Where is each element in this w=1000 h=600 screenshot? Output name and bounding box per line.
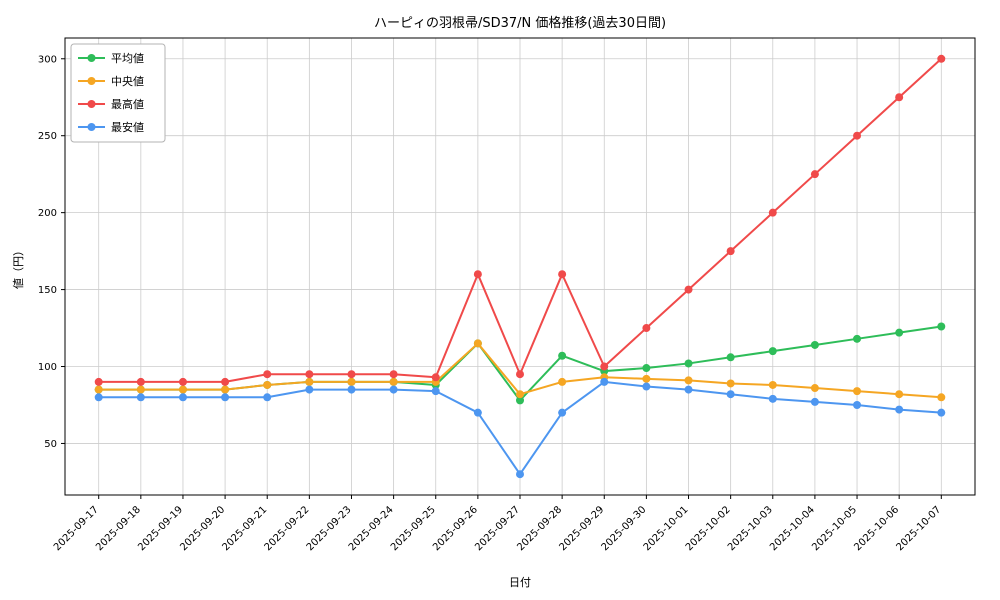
x-tick-label: 2025-10-07 — [895, 504, 944, 553]
y-tick-label: 300 — [38, 54, 57, 65]
legend-marker-max — [87, 100, 96, 108]
series-point-average — [684, 359, 693, 368]
series-point-min — [305, 385, 314, 394]
series-point-max — [895, 93, 904, 102]
series-point-min — [684, 385, 693, 394]
series-point-average — [558, 351, 567, 360]
series-point-median — [726, 379, 735, 388]
legend-label-min: 最安値 — [111, 120, 144, 134]
series-point-max — [347, 370, 356, 379]
series-point-median — [94, 385, 103, 394]
series-point-average — [726, 353, 735, 362]
legend-label-average: 平均値 — [111, 52, 144, 65]
series-point-max — [263, 370, 272, 379]
y-axis-label: 値（円） — [12, 245, 25, 289]
legend-marker-average — [87, 54, 96, 62]
series-point-max — [600, 362, 609, 371]
series-point-min — [768, 394, 777, 403]
series-point-max — [305, 370, 314, 379]
series-point-median — [136, 385, 145, 394]
series-point-median — [810, 384, 819, 393]
legend-label-max: 最高値 — [111, 97, 144, 111]
series-point-min — [853, 400, 862, 409]
series-point-median — [684, 376, 693, 385]
series-point-max — [558, 270, 567, 279]
series-point-min — [178, 393, 187, 402]
series-point-max — [178, 377, 187, 386]
series-point-min — [221, 393, 230, 402]
series-point-max — [684, 285, 693, 294]
axes-layer: 501001502002503002025-09-172025-09-18202… — [38, 37, 976, 553]
series-point-max — [726, 247, 735, 256]
series-point-min — [473, 408, 482, 417]
series-point-min — [263, 393, 272, 402]
series-point-min — [937, 408, 946, 417]
series-point-median — [473, 339, 482, 348]
legend-marker-median — [87, 77, 96, 85]
series-point-median — [768, 380, 777, 389]
series-point-average — [642, 364, 651, 373]
grid-layer — [65, 38, 975, 495]
chart-title: ハーピィの羽根帚/SD37/N 価格推移(過去30日間) — [374, 15, 666, 31]
series-point-median — [178, 385, 187, 394]
series-point-min — [431, 387, 440, 396]
series-point-max — [431, 373, 440, 382]
series-point-average — [810, 340, 819, 349]
series-point-min — [558, 408, 567, 417]
legend-label-median: 中央値 — [111, 75, 144, 88]
series-point-max — [853, 131, 862, 140]
series-point-min — [726, 390, 735, 399]
series-point-min — [642, 382, 651, 391]
series-point-min — [347, 385, 356, 394]
legend-marker-min — [87, 123, 96, 131]
series-point-min — [895, 405, 904, 414]
series-point-min — [136, 393, 145, 402]
series-point-average — [853, 334, 862, 343]
series-point-min — [810, 397, 819, 406]
series-point-average — [895, 328, 904, 337]
series-point-min — [389, 385, 398, 394]
series-point-average — [937, 322, 946, 331]
y-tick-label: 150 — [38, 285, 57, 296]
series-point-min — [94, 393, 103, 402]
series-layer — [94, 54, 946, 479]
series-point-median — [516, 390, 524, 399]
series-point-max — [473, 270, 482, 279]
series-point-average — [768, 347, 777, 356]
series-point-max — [810, 170, 819, 179]
series-point-max — [389, 370, 398, 379]
y-tick-label: 100 — [38, 362, 57, 373]
series-point-max — [136, 377, 145, 386]
legend-box — [70, 43, 166, 143]
series-point-average — [516, 396, 524, 405]
series-point-max — [516, 370, 524, 379]
series-point-median — [937, 393, 946, 402]
series-point-median — [895, 390, 904, 399]
series-point-median — [642, 374, 651, 383]
series-point-max — [642, 324, 651, 333]
series-point-median — [347, 377, 356, 386]
series-point-min — [516, 470, 524, 479]
series-point-max — [221, 377, 230, 386]
series-point-max — [768, 208, 777, 217]
y-tick-label: 50 — [44, 439, 57, 450]
series-point-median — [558, 377, 567, 386]
series-point-median — [263, 380, 272, 389]
series-point-median — [389, 377, 398, 386]
y-tick-label: 250 — [38, 131, 57, 142]
series-point-min — [600, 377, 609, 386]
x-axis-label: 日付 — [509, 576, 531, 589]
series-point-median — [853, 387, 862, 396]
y-tick-label: 200 — [38, 208, 57, 219]
series-point-max — [937, 54, 946, 63]
series-point-max — [94, 377, 103, 386]
series-point-median — [221, 385, 230, 394]
series-point-median — [305, 377, 314, 386]
